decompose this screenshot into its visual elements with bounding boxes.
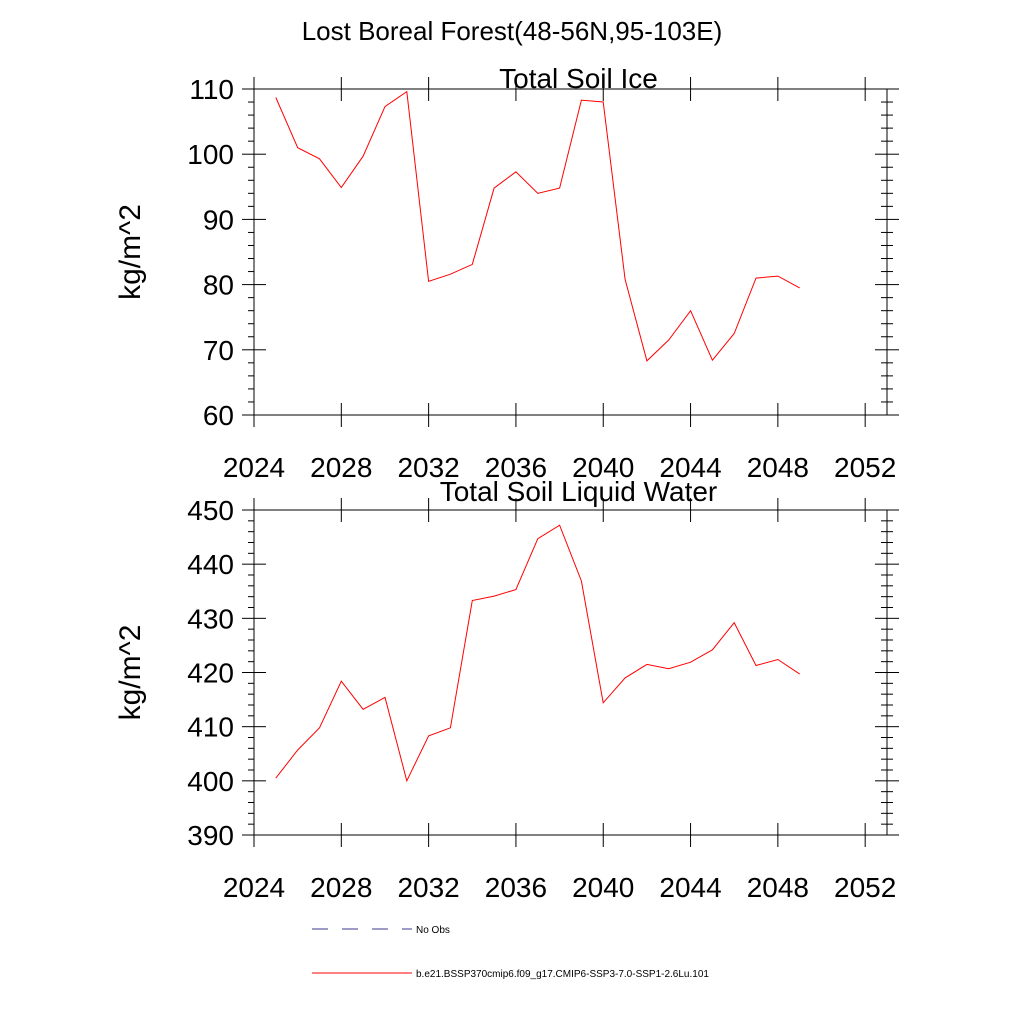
legend-label: No Obs	[416, 925, 450, 936]
plot-frame	[253, 509, 888, 836]
x-tick-label: 2040	[572, 872, 634, 903]
series-line	[275, 90, 800, 362]
y-tick-label: 110	[189, 74, 234, 105]
y-tick-label: 440	[187, 549, 234, 580]
y-tick-label: 400	[187, 766, 234, 797]
y-tick-label: 90	[203, 204, 234, 235]
plot-frame	[253, 88, 888, 416]
x-tick-label: 2032	[397, 452, 459, 483]
legend: No Obs b.e21.BSSP370cmip6.f09_g17.CMIP6-S…	[312, 925, 709, 980]
x-tick-label: 2048	[747, 452, 809, 483]
y-axis-label: kg/m^2	[114, 204, 147, 300]
x-tick-label: 2024	[223, 872, 285, 903]
panel-total-soil-liquid-water: Total Soil Liquid Water 2024 2028 2032 2036 2…	[114, 476, 899, 903]
x-tick-label: 2024	[223, 452, 285, 483]
x-tick-label: 2036	[485, 872, 547, 903]
y-tick-label: 70	[203, 335, 234, 366]
x-tick-label: 2052	[834, 872, 896, 903]
y-tick-label: 450	[187, 495, 234, 526]
x-tick-label: 2048	[747, 872, 809, 903]
figure-title: Lost Boreal Forest(48-56N,95-103E)	[0, 16, 1024, 47]
x-tick-label: 2028	[310, 452, 372, 483]
legend-label: b.e21.BSSP370cmip6.f09_g17.CMIP6-SSP3-7.…	[416, 969, 709, 980]
y-tick-label: 80	[203, 270, 234, 301]
figure-title-text: Lost Boreal Forest(48-56N,95-103E)	[301, 16, 723, 46]
y-tick-label: 100	[187, 139, 234, 170]
y-tick-label: 410	[187, 712, 234, 743]
y-tick-label: 390	[187, 820, 234, 851]
x-tick-label: 2052	[834, 452, 896, 483]
x-tick-label: 2032	[397, 872, 459, 903]
y-tick-label: 420	[187, 658, 234, 689]
x-tick-label: 2036	[485, 452, 547, 483]
x-tick-label: 2044	[659, 452, 721, 483]
x-tick-label: 2040	[572, 452, 634, 483]
y-axis-label: kg/m^2	[114, 625, 147, 721]
plot-title: Total Soil Liquid Water	[440, 476, 718, 507]
y-tick-label: 60	[203, 400, 234, 431]
series-line	[275, 524, 800, 783]
x-tick-label: 2028	[310, 872, 372, 903]
y-tick-label: 430	[187, 603, 234, 634]
x-tick-label: 2044	[659, 872, 721, 903]
